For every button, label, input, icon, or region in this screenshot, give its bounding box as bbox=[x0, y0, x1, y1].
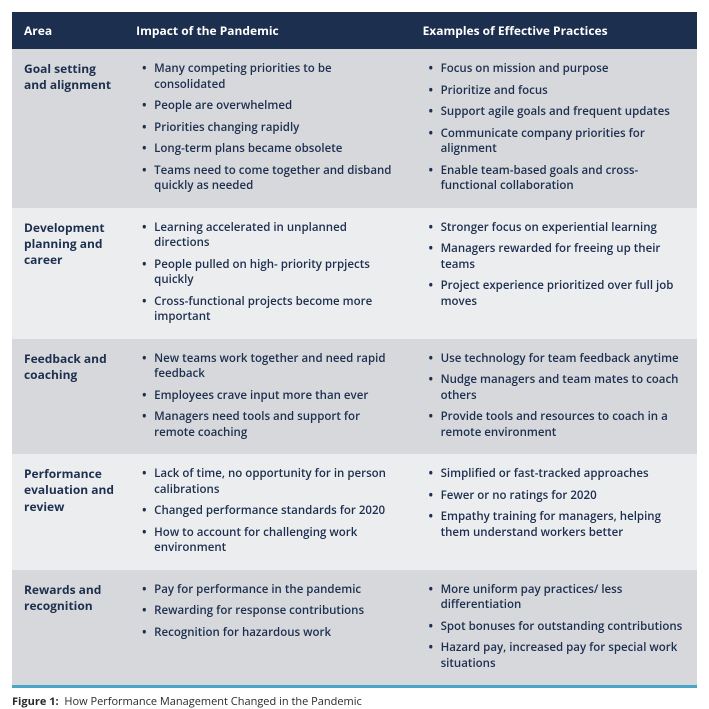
impact-cell: Learning accelerated in unplanned direct… bbox=[124, 208, 410, 339]
impact-cell: New teams work together and need rapid f… bbox=[124, 339, 410, 455]
impact-cell: Lack of time, no opportunity for in pers… bbox=[124, 454, 410, 570]
list-item: Enable team-based goals and cross-functi… bbox=[431, 163, 687, 194]
list-item: Cross-functional projects become more im… bbox=[144, 294, 400, 325]
area-cell: Goal setting and alignment bbox=[12, 49, 124, 208]
list-item: Lack of time, no opportunity for in pers… bbox=[144, 466, 400, 497]
area-cell: Rewards and recognition bbox=[12, 570, 124, 686]
impact-cell: Pay for performance in the pandemic Rewa… bbox=[124, 570, 410, 686]
header-area: Area bbox=[12, 12, 124, 49]
examples-cell: Focus on mission and purpose Prioritize … bbox=[411, 49, 697, 208]
figure-caption: Figure 1: How Performance Management Cha… bbox=[12, 694, 697, 709]
list-item: Support agile goals and frequent updates bbox=[431, 104, 687, 120]
list-item: Rewarding for response contributions bbox=[144, 603, 400, 619]
area-cell: Performance evaluation and review bbox=[12, 454, 124, 570]
figure-caption-wrap: Figure 1: How Performance Management Cha… bbox=[12, 685, 697, 709]
header-examples: Examples of Effective Practices bbox=[411, 12, 697, 49]
list-item: Priorities changing rapidly bbox=[144, 120, 400, 136]
list-item: People are overwhelmed bbox=[144, 98, 400, 114]
table-header: Area Impact of the Pandemic Examples of … bbox=[12, 12, 697, 49]
table-row: Rewards and recognition Pay for performa… bbox=[12, 570, 697, 686]
list-item: Managers rewarded for freeing up their t… bbox=[431, 241, 687, 272]
list-item: Project experience prioritized over full… bbox=[431, 278, 687, 309]
list-item: Empathy training for managers, helping t… bbox=[431, 509, 687, 540]
list-item: Nudge managers and team mates to coach o… bbox=[431, 372, 687, 403]
list-item: Focus on mission and purpose bbox=[431, 61, 687, 77]
list-item: How to account for challenging work envi… bbox=[144, 525, 400, 556]
list-item: Long-term plans became obsolete bbox=[144, 141, 400, 157]
examples-cell: Use technology for team feedback anytime… bbox=[411, 339, 697, 455]
list-item: Use technology for team feedback anytime bbox=[431, 351, 687, 367]
list-item: Managers need tools and support for remo… bbox=[144, 409, 400, 440]
examples-cell: Simplified or fast-tracked approaches Fe… bbox=[411, 454, 697, 570]
list-item: Pay for performance in the pandemic bbox=[144, 582, 400, 598]
list-item: Provide tools and resources to coach in … bbox=[431, 409, 687, 440]
list-item: Simplified or fast-tracked approaches bbox=[431, 466, 687, 482]
area-cell: Development planning and career bbox=[12, 208, 124, 339]
list-item: Spot bonuses for outstanding contributio… bbox=[431, 619, 687, 635]
examples-cell: Stronger focus on experiential learning … bbox=[411, 208, 697, 339]
area-cell: Feedback and coaching bbox=[12, 339, 124, 455]
impact-cell: Many competing priorities to be consolid… bbox=[124, 49, 410, 208]
list-item: Recognition for hazardous work bbox=[144, 625, 400, 641]
header-impact: Impact of the Pandemic bbox=[124, 12, 410, 49]
table-body: Goal setting and alignment Many competin… bbox=[12, 49, 697, 685]
list-item: Many competing priorities to be consolid… bbox=[144, 61, 400, 92]
table-row: Performance evaluation and review Lack o… bbox=[12, 454, 697, 570]
list-item: Prioritize and focus bbox=[431, 83, 687, 99]
list-item: Stronger focus on experiential learning bbox=[431, 220, 687, 236]
table-row: Development planning and career Learning… bbox=[12, 208, 697, 339]
list-item: New teams work together and need rapid f… bbox=[144, 351, 400, 382]
list-item: Fewer or no ratings for 2020 bbox=[431, 488, 687, 504]
examples-cell: More uniform pay practices/ less differe… bbox=[411, 570, 697, 686]
list-item: People pulled on high- priority prpjects… bbox=[144, 257, 400, 288]
table-row: Goal setting and alignment Many competin… bbox=[12, 49, 697, 208]
figure-label: Figure 1: bbox=[12, 694, 59, 709]
list-item: Employees crave input more than ever bbox=[144, 388, 400, 404]
pandemic-performance-table: Area Impact of the Pandemic Examples of … bbox=[12, 12, 697, 685]
list-item: Teams need to come together and disband … bbox=[144, 163, 400, 194]
list-item: More uniform pay practices/ less differe… bbox=[431, 582, 687, 613]
list-item: Changed performance standards for 2020 bbox=[144, 503, 400, 519]
table-row: Feedback and coaching New teams work tog… bbox=[12, 339, 697, 455]
list-item: Learning accelerated in unplanned direct… bbox=[144, 220, 400, 251]
table-container: Area Impact of the Pandemic Examples of … bbox=[12, 12, 697, 709]
list-item: Communicate company priorities for align… bbox=[431, 126, 687, 157]
list-item: Hazard pay, increased pay for special wo… bbox=[431, 640, 687, 671]
figure-caption-text: How Performance Management Changed in th… bbox=[64, 694, 361, 709]
